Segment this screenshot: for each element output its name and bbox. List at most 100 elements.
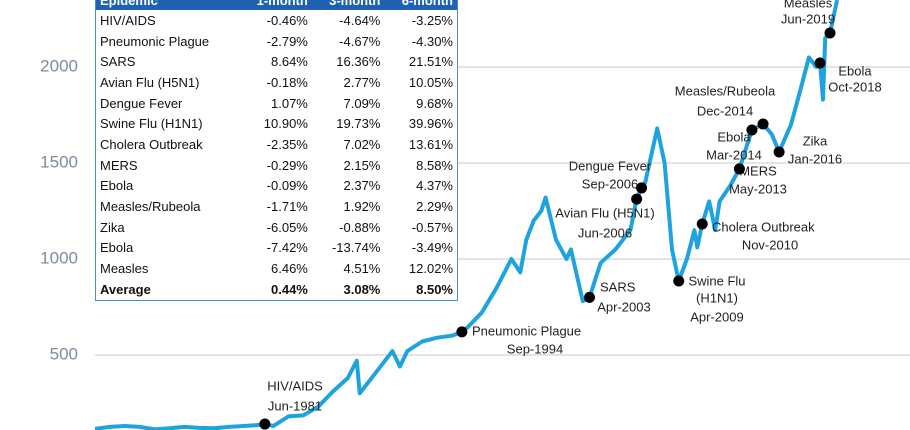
table-row: MERS -0.29% 2.15% 8.58%	[96, 155, 458, 176]
table-cell: -3.25%	[411, 12, 453, 28]
event-dot	[456, 326, 468, 338]
event-label: Jun-1981	[268, 398, 322, 413]
table-cell: Zika	[100, 219, 125, 235]
table-row: Ebola -0.09% 2.37% 4.37%	[96, 176, 458, 197]
table-cell: 7.09%	[343, 95, 381, 111]
table-cell: -13.74%	[331, 240, 381, 256]
event-label: Sep-1994	[507, 341, 563, 356]
table-cell: Swine Flu (H1N1)	[100, 116, 203, 132]
table-cell: 9.68%	[416, 95, 453, 111]
table-cell: MERS	[100, 157, 138, 173]
table-cell: 12.02%	[408, 261, 453, 277]
table-cell: -2.35%	[266, 136, 308, 152]
table-cell: Cholera Outbreak	[100, 136, 203, 152]
event-dot	[696, 218, 708, 230]
event-label: Jun-2019	[781, 11, 835, 26]
table-cell: Measles/Rubeola	[100, 199, 201, 215]
table-cell: HIV/AIDS	[100, 12, 156, 28]
table-cell: -7.42%	[266, 240, 308, 256]
table-cell: 10.90%	[263, 116, 308, 132]
table-cell: 3.08%	[343, 281, 381, 297]
table-cell: 8.50%	[416, 281, 453, 297]
event-dot	[824, 27, 836, 39]
table-cell: 6-month	[384, 0, 458, 10]
table-row: HIV/AIDS -0.46% -4.64% -3.25%	[96, 10, 458, 31]
table-row: SARS 8.64% 16.36% 21.51%	[96, 51, 458, 72]
table-cell: -0.46%	[266, 12, 308, 28]
table-row: Measles/Rubeola -1.71% 1.92% 2.29%	[96, 196, 458, 217]
table-cell: 39.96%	[408, 116, 453, 132]
table-cell: SARS	[100, 54, 136, 70]
table-cell: -4.64%	[339, 12, 381, 28]
table-row: Avian Flu (H5N1) -0.18% 2.77% 10.05%	[96, 72, 458, 93]
y-tick-label: 1500	[40, 152, 78, 171]
table-cell: Epidemic	[95, 0, 240, 10]
table-cell: 1.07%	[271, 95, 308, 111]
table-row: Cholera Outbreak -2.35% 7.02% 13.61%	[96, 134, 458, 155]
table-cell: 0.44%	[271, 281, 308, 297]
event-dot	[733, 163, 745, 175]
table-row: Zika -6.05% -0.88% -0.57%	[96, 217, 458, 238]
event-dot	[673, 275, 685, 287]
event-label: Dec-2014	[697, 103, 753, 118]
table-cell: 13.61%	[408, 136, 453, 152]
table-cell: -6.05%	[266, 219, 308, 235]
table-row: Swine Flu (H1N1) 10.90% 19.73% 39.96%	[96, 113, 458, 134]
table-cell: -4.67%	[339, 33, 381, 49]
table-cell: 21.51%	[408, 54, 453, 70]
event-label: May-2013	[729, 181, 787, 196]
table-cell: 2.15%	[343, 157, 381, 173]
y-tick-label: 500	[50, 344, 78, 363]
event-label: Apr-2003	[597, 299, 650, 314]
event-dot	[757, 118, 769, 130]
table-cell: Dengue Fever	[100, 95, 183, 111]
event-dot	[631, 193, 643, 205]
event-dot	[259, 418, 271, 430]
table-cell: 4.51%	[343, 261, 381, 277]
event-label: Jan-2016	[788, 151, 842, 166]
table-cell: -4.30%	[411, 33, 453, 49]
returns-table: Epidemic 1-month 3-month 6-month HIV/AIDS -0.…	[95, 0, 458, 301]
table-cell: 2.77%	[343, 74, 381, 90]
table-cell: Ebola	[100, 178, 134, 194]
event-label: Apr-2009	[690, 309, 743, 324]
y-tick-label: 1000	[40, 248, 78, 267]
event-label: Dengue Fever	[569, 158, 652, 173]
y-tick-label: 2000	[40, 56, 78, 75]
table-row: Epidemic 1-month 3-month 6-month	[95, 0, 458, 10]
table-cell: -0.57%	[411, 219, 453, 235]
table-cell: Ebola	[100, 240, 134, 256]
table-row: Pneumonic Plague -2.79% -4.67% -4.30%	[96, 31, 458, 52]
event-dot	[746, 124, 758, 136]
table-cell: 2.37%	[343, 178, 381, 194]
table-cell: 1.92%	[343, 199, 381, 215]
table-row: Dengue Fever 1.07% 7.09% 9.68%	[96, 93, 458, 114]
table-cell: Average	[100, 281, 151, 297]
table-cell: Avian Flu (H5N1)	[100, 74, 200, 90]
table-cell: 6.46%	[271, 261, 308, 277]
event-label: Nov-2010	[742, 237, 798, 252]
table-cell: -0.18%	[266, 74, 308, 90]
event-label: Sep-2006	[582, 176, 638, 191]
event-dot	[636, 182, 648, 194]
table-cell: -0.09%	[266, 178, 308, 194]
event-label: HIV/AIDS	[267, 378, 323, 393]
event-label: Swine Flu	[688, 273, 745, 288]
event-label: Measles	[784, 0, 833, 10]
table-cell: 10.05%	[408, 74, 453, 90]
table-row: Measles 6.46% 4.51% 12.02%	[96, 258, 458, 279]
table-cell: -1.71%	[266, 199, 308, 215]
table-cell: Pneumonic Plague	[100, 33, 210, 49]
event-label: Pneumonic Plague	[472, 323, 581, 338]
table-cell: Measles	[100, 261, 149, 277]
table-cell: 4.37%	[416, 178, 453, 194]
table-cell: 2.29%	[416, 199, 453, 215]
event-label: SARS	[600, 279, 636, 294]
table-cell: 7.02%	[343, 136, 381, 152]
table-cell: 8.64%	[271, 54, 308, 70]
event-dot	[584, 291, 596, 303]
table-cell: -0.88%	[339, 219, 381, 235]
table-cell: 1-month	[239, 0, 312, 10]
